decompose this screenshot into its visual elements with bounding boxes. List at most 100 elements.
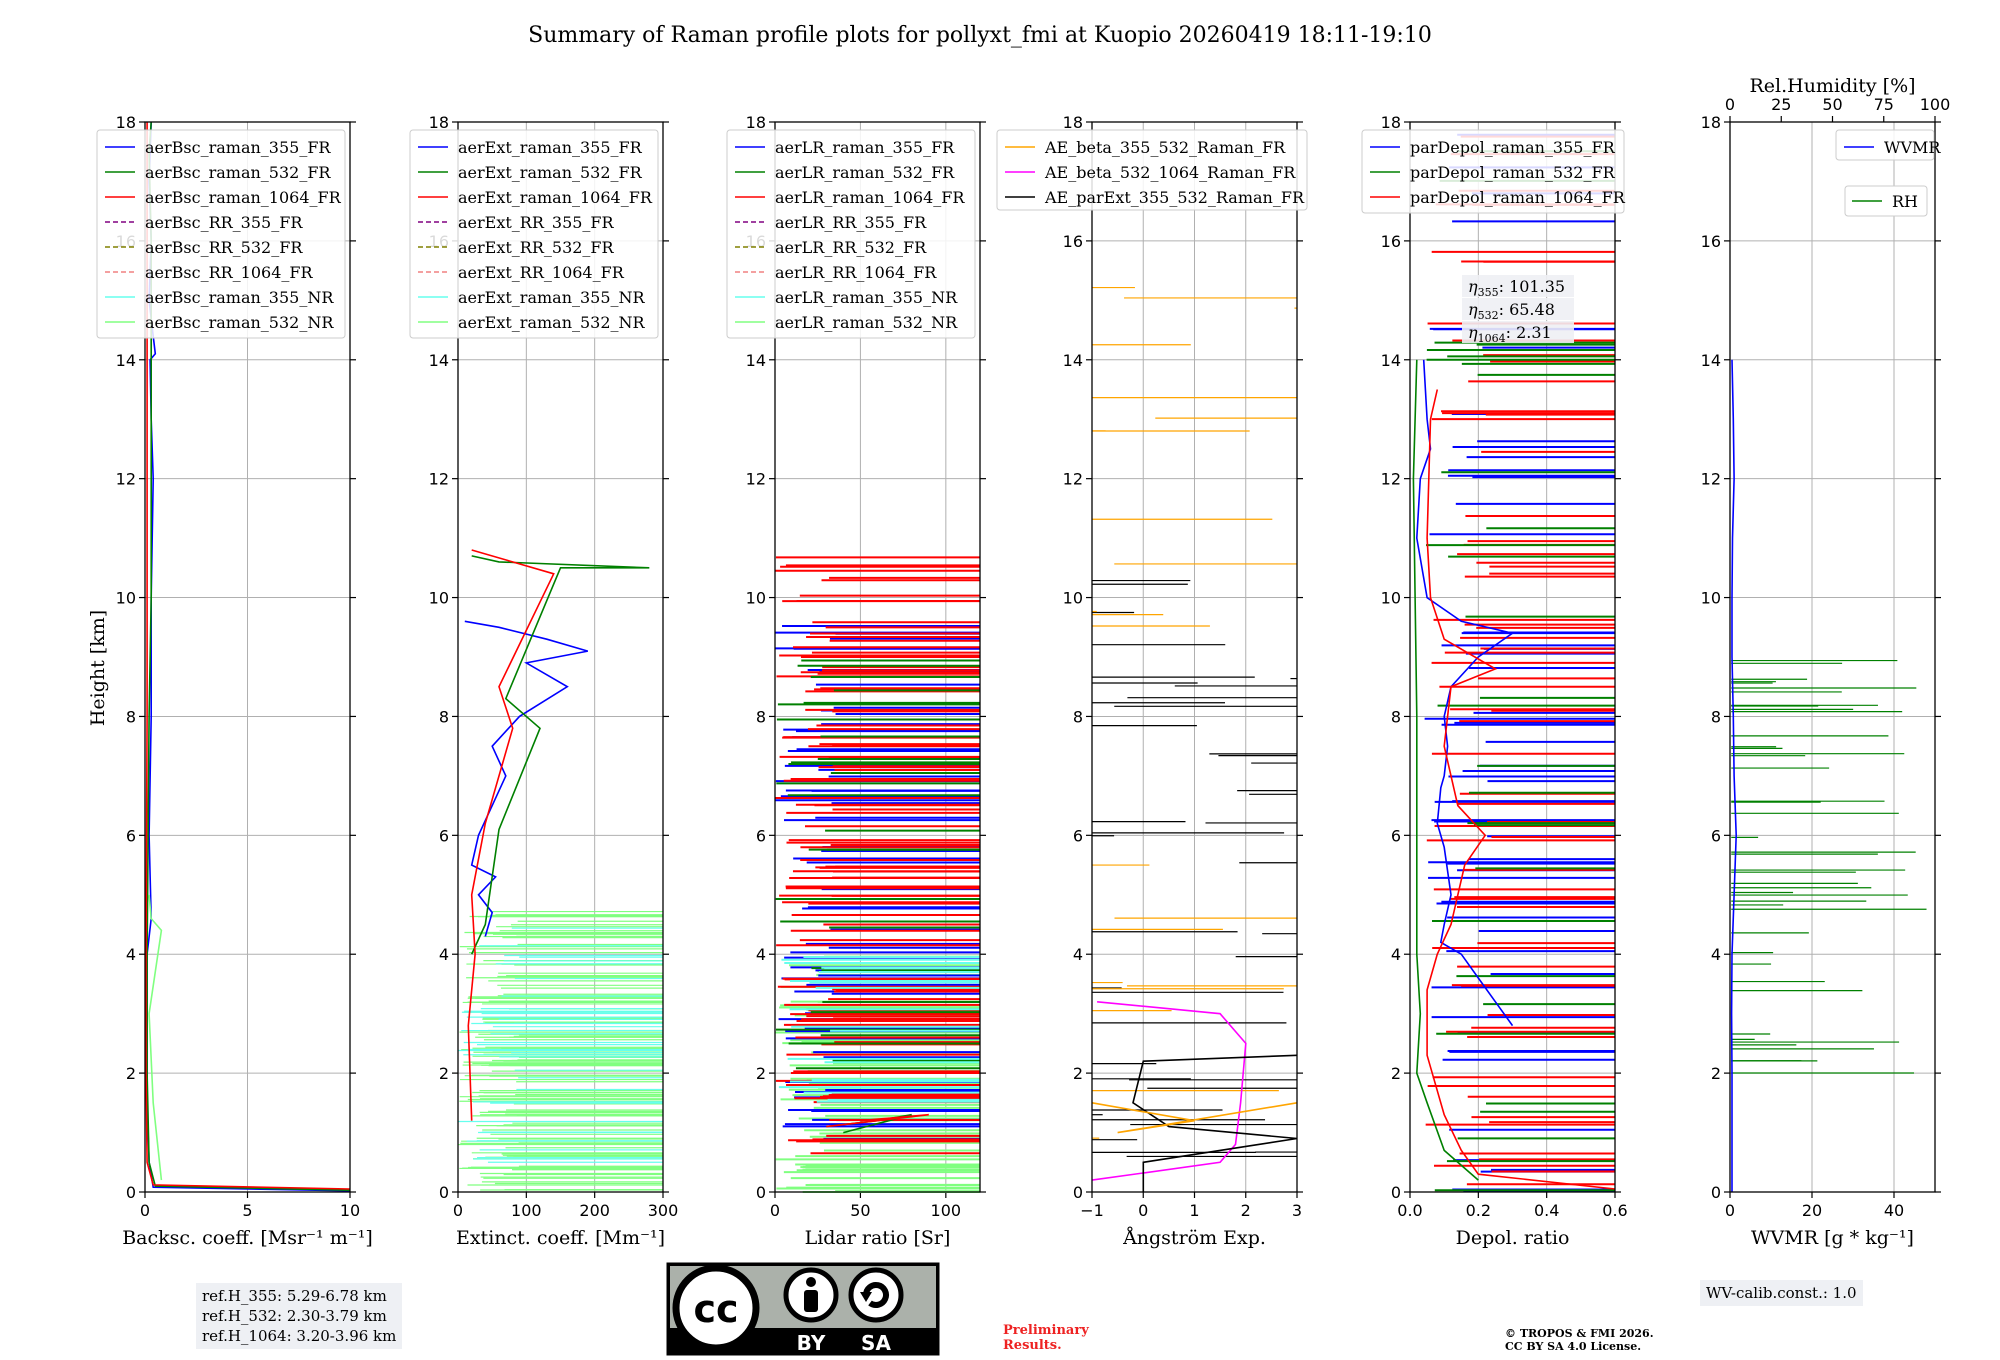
x-tick-label: −1	[1080, 1201, 1104, 1220]
y-tick-label: 4	[439, 945, 449, 964]
panels: 0510024681012141618Backsc. coeff. [Msr⁻¹…	[96, 75, 1951, 1249]
y-tick-label: 2	[1711, 1064, 1721, 1083]
legend: aerExt_raman_355_FR aerExt_raman_532_FRae…	[409, 129, 659, 339]
legend-label: AE_beta_355_532_Raman_FR	[1044, 138, 1286, 157]
legend-label: aerBsc_RR_1064_FR	[145, 263, 314, 282]
y-tick-label: 12	[429, 470, 449, 489]
y-tick-label: 18	[116, 113, 136, 132]
y-tick-label: 8	[439, 707, 449, 726]
plot-frame	[457, 121, 664, 1193]
legend: aerLR_raman_355_FR aerLR_raman_532_FR aerL…	[726, 129, 976, 339]
x-tick-label: 100	[511, 1201, 542, 1220]
y-tick-label: 18	[429, 113, 449, 132]
x-axis-label: Lidar ratio [Sr]	[805, 1227, 951, 1249]
y-tick-label: 4	[1391, 945, 1401, 964]
legend-label: aerExt_RR_355_FR	[458, 213, 615, 232]
x-tick-label: 1	[1189, 1201, 1199, 1220]
y-tick-label: 10	[429, 589, 449, 608]
y-tick-label: 6	[1711, 826, 1721, 845]
top-x-tick-label: 25	[1771, 95, 1791, 114]
y-tick-label: 10	[746, 589, 766, 608]
ref-height-1064: ref.H_1064: 3.20-3.96 km	[202, 1327, 397, 1345]
y-tick-label: 4	[126, 945, 136, 964]
legend-label: aerExt_raman_532_NR	[458, 313, 646, 332]
legend-label: aerLR_raman_355_NR	[775, 288, 958, 307]
x-tick-label: 0.6	[1602, 1201, 1627, 1220]
legend-label: parDepol_raman_355_FR	[1410, 138, 1616, 157]
legend-label: aerBsc_raman_532_FR	[145, 163, 331, 182]
top-x-tick-label: 50	[1822, 95, 1842, 114]
panel-lr: 050100024681012141618Lidar ratio [Sr]aer…	[726, 113, 986, 1249]
x-tick-label: 20	[1802, 1201, 1822, 1220]
x-axis-label: WVMR [g * kg⁻¹]	[1751, 1227, 1914, 1249]
legend-frame	[1844, 185, 1928, 217]
x-tick-label: 50	[850, 1201, 870, 1220]
wv-calibration-box: WV-calib.const.: 1.0	[1700, 1280, 1863, 1306]
x-tick-label: 0	[1138, 1201, 1148, 1220]
legend-label: RH	[1892, 192, 1918, 211]
legend-frame	[1835, 129, 1935, 161]
x-axis-label: Extinct. coeff. [Mm⁻¹]	[456, 1227, 665, 1249]
panel-wv: 0 20 40 0 2 4 6 8 10 12 14 16 18 WVMR [g * kg⁻¹] 0 25 50…	[1701, 75, 1951, 1249]
wv-calibration-constant: WV-calib.const.: 1.0	[1706, 1284, 1857, 1302]
legend-label: aerBsc_raman_355_NR	[145, 288, 334, 307]
eta-annotation-355: η355: 101.35	[1468, 277, 1565, 299]
y-tick-label: 2	[1391, 1064, 1401, 1083]
y-tick-label: 6	[439, 826, 449, 845]
y-tick-label: 6	[1391, 826, 1401, 845]
y-tick-label: 18	[746, 113, 766, 132]
eta-annotation-1064: η1064: 2.31	[1468, 323, 1552, 345]
eta-box	[1462, 275, 1574, 297]
x-tick-label: 3	[1292, 1201, 1302, 1220]
legend-label: AE_parExt_355_532_Raman_FR	[1044, 188, 1305, 207]
y-tick-label: 12	[1063, 470, 1083, 489]
y-tick-label: 16	[1381, 232, 1401, 251]
y-tick-label: 0	[1073, 1183, 1083, 1202]
series-AE_parExt_355_532_Raman_FR	[1132, 1054, 1298, 1192]
share-alike-icon	[848, 1267, 904, 1323]
series-aerExt_raman_355_FR	[464, 620, 589, 937]
cc-logo-text: cc	[693, 1287, 738, 1331]
y-tick-label: 6	[756, 826, 766, 845]
eta-annotation-532: η532: 65.48	[1468, 300, 1555, 322]
series-aerLR_raman_1064_FR	[826, 1113, 929, 1128]
x-tick-label: 300	[648, 1201, 679, 1220]
x-axis-label: Depol. ratio	[1456, 1227, 1570, 1249]
x-tick-label: 100	[931, 1201, 962, 1220]
series-aerExt_raman_1064_FR	[467, 549, 555, 1121]
preliminary-line-1: Preliminary	[1003, 1323, 1089, 1338]
preliminary-line-2: Results.	[1003, 1338, 1062, 1353]
y-tick-label: 12	[116, 470, 136, 489]
legend-label: aerExt_raman_355_FR	[458, 138, 643, 157]
y-tick-label: 4	[1711, 945, 1721, 964]
y-tick-label: 6	[1073, 826, 1083, 845]
x-axis-label: Backsc. coeff. [Msr⁻¹ m⁻¹]	[122, 1227, 373, 1249]
legend-frame	[96, 129, 346, 339]
y-tick-label: 14	[429, 351, 449, 370]
cc-by-sa-badge: cc BY SA	[666, 1262, 940, 1356]
y-tick-label: 14	[746, 351, 766, 370]
legend-label: aerBsc_raman_532_NR	[145, 313, 334, 332]
y-tick-label: 14	[1063, 351, 1083, 370]
legend-label: aerLR_raman_355_FR	[775, 138, 955, 157]
copyright-notice: © TROPOS & FMI 2026. CC BY SA 4.0 Licens…	[1505, 1327, 1654, 1353]
x-tick-label: 2	[1241, 1201, 1251, 1220]
y-tick-label: 10	[1381, 589, 1401, 608]
series-parDepol_raman_532_FR	[1412, 359, 1479, 1181]
y-tick-label: 18	[1701, 113, 1721, 132]
ref-height-355: ref.H_355: 5.29-6.78 km	[202, 1287, 387, 1305]
x-axis-label: Ångström Exp.	[1122, 1227, 1266, 1249]
y-tick-label: 0	[126, 1183, 136, 1202]
cc-by-label: BY	[797, 1331, 826, 1355]
top-x-tick-label: 75	[1874, 95, 1894, 114]
plot-frame	[144, 121, 351, 1193]
x-tick-label: 5	[242, 1201, 252, 1220]
y-tick-label: 10	[116, 589, 136, 608]
series-parDepol_raman_1064_FR	[1426, 389, 1616, 1190]
cc-sa-label: SA	[861, 1331, 891, 1355]
y-tick-label: 2	[439, 1064, 449, 1083]
series-AE_beta_532_1064_Raman_FR	[1091, 1001, 1247, 1181]
legend: WVMR	[1835, 129, 1941, 161]
eta-box	[1462, 298, 1574, 320]
